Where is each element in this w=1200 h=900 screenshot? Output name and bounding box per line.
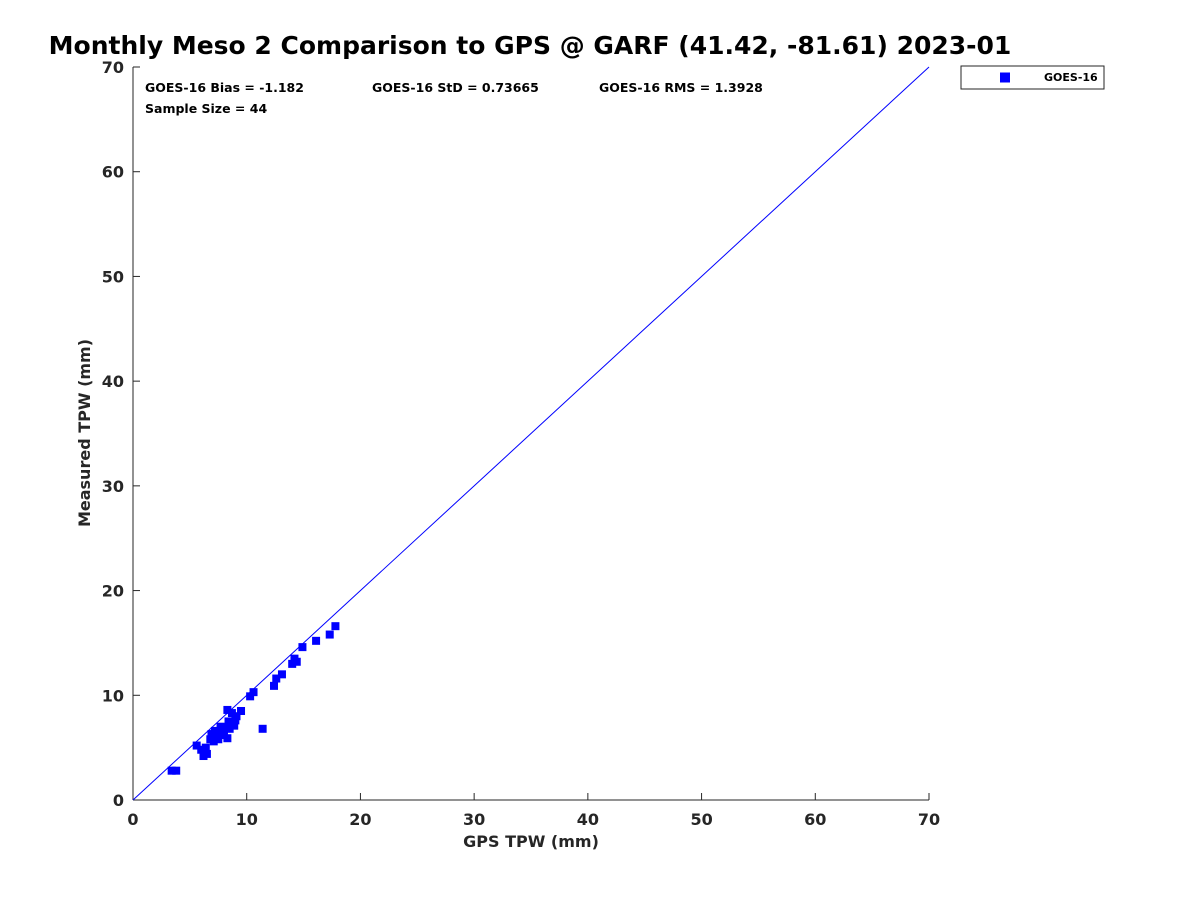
data-point	[209, 737, 218, 746]
series-goes-16	[167, 622, 340, 775]
y-tick-label: 0	[113, 791, 124, 810]
stat-bias: GOES-16 Bias = -1.182	[145, 80, 304, 95]
data-point	[202, 749, 211, 758]
data-point	[231, 716, 240, 725]
data-point	[223, 705, 232, 714]
data-point	[325, 630, 334, 639]
y-tick-label: 40	[102, 372, 124, 391]
stats-block: GOES-16 Bias = -1.182 GOES-16 StD = 0.73…	[145, 80, 763, 116]
data-point	[232, 712, 241, 721]
y-tick-label: 50	[102, 267, 124, 286]
stat-rms: GOES-16 RMS = 1.3928	[599, 80, 763, 95]
data-point	[167, 766, 176, 775]
one-to-one-line	[132, 66, 930, 801]
data-point	[225, 724, 234, 733]
x-tick-label: 50	[690, 810, 712, 829]
data-point	[237, 706, 246, 715]
data-point	[258, 724, 267, 733]
data-point	[230, 721, 239, 730]
x-tick-label: 30	[463, 810, 485, 829]
data-point	[227, 709, 236, 718]
data-point	[270, 681, 279, 690]
data-point	[249, 688, 258, 697]
x-tick-label: 40	[577, 810, 599, 829]
x-tick-label: 60	[804, 810, 826, 829]
data-point	[223, 734, 232, 743]
y-tick-label: 10	[102, 686, 124, 705]
data-point	[210, 726, 219, 735]
data-point	[214, 735, 223, 744]
y-tick-label: 30	[102, 477, 124, 496]
legend-label-goes-16: GOES-16	[1044, 71, 1098, 84]
y-tick-label: 70	[102, 58, 124, 77]
data-point	[288, 659, 297, 668]
stat-sample-size: Sample Size = 44	[145, 101, 267, 116]
axes	[132, 67, 929, 801]
data-point	[292, 657, 301, 666]
data-point	[197, 745, 206, 754]
y-tick-label: 20	[102, 582, 124, 601]
data-point	[216, 722, 225, 731]
x-tick-label: 20	[349, 810, 371, 829]
y-ticks: 0 10 20 30 40 50 60 70	[102, 58, 140, 810]
x-ticks: 0 10 20 30 40 50 60 70	[127, 793, 940, 829]
stat-std: GOES-16 StD = 0.73665	[372, 80, 539, 95]
data-point	[201, 743, 210, 752]
x-tick-label: 0	[127, 810, 138, 829]
chart-title: Monthly Meso 2 Comparison to GPS @ GARF …	[49, 31, 1012, 60]
y-tick-label: 60	[102, 163, 124, 182]
legend-marker-square	[1000, 72, 1010, 83]
data-point	[192, 741, 201, 750]
legend: GOES-16	[960, 65, 1105, 90]
data-point	[298, 643, 307, 652]
x-axis-label: GPS TPW (mm)	[463, 832, 599, 851]
data-point	[331, 622, 340, 631]
y-axis-label: Measured TPW (mm)	[75, 339, 94, 527]
data-point	[246, 692, 255, 701]
data-point	[312, 636, 321, 645]
data-point	[172, 766, 181, 775]
x-tick-label: 70	[918, 810, 940, 829]
x-tick-label: 10	[236, 810, 258, 829]
data-point	[272, 674, 281, 683]
data-point	[277, 670, 286, 679]
legend-box	[960, 65, 1105, 90]
